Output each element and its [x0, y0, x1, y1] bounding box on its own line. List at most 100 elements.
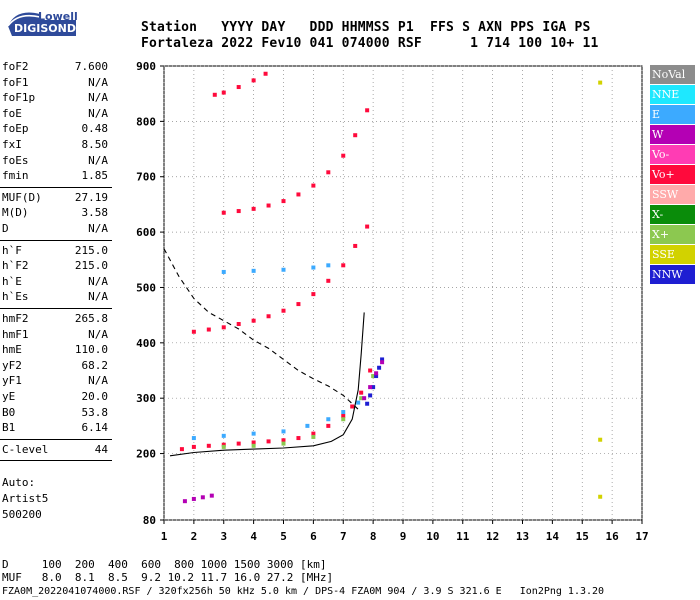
echo-point [311, 431, 316, 436]
param-row: hmF2 265.8 [2, 312, 108, 327]
param-separator [0, 460, 112, 462]
param-name: D [2, 222, 9, 235]
param-value: N/A [88, 290, 108, 304]
echo-point [251, 78, 256, 83]
echo-point [251, 443, 256, 448]
echo-point [251, 440, 256, 445]
param-row: foEs N/A [2, 154, 108, 169]
x-tick-label: 7 [340, 530, 347, 543]
param-name: h`F2 [2, 259, 29, 273]
echo-point [368, 393, 373, 398]
echo-point [206, 443, 211, 448]
echo-point [365, 401, 370, 406]
echo-point [221, 442, 226, 447]
y-tick-label: 500 [136, 281, 156, 294]
header-line-2: Fortaleza 2022 Fev10 041 074000 RSF 1 71… [141, 36, 599, 51]
param-row: hmE 110.0 [2, 343, 108, 358]
param-row: h`F2 215.0 [2, 259, 108, 274]
param-row: B0 53.8 [2, 406, 108, 421]
legend-item: E [650, 105, 695, 124]
x-tick-label: 1 [161, 530, 168, 543]
param-row: MUF(D) 27.19 [2, 191, 108, 206]
echo-point [263, 71, 268, 76]
logo-swoosh-icon [7, 8, 76, 36]
echo-trace [179, 368, 373, 452]
param-name: M(D) [2, 206, 29, 220]
echo-point [206, 327, 211, 332]
y-tick-label: 80 [143, 514, 156, 527]
param-row: h`Es N/A [2, 290, 108, 305]
echo-point [221, 269, 226, 274]
param-row: yF1 N/A [2, 374, 108, 389]
param-value: 7.600 [74, 60, 108, 73]
echo-point [221, 444, 226, 449]
echo-point [236, 322, 241, 327]
echo-point [353, 243, 358, 248]
param-value: 68.2 [81, 358, 109, 372]
echo-point [598, 437, 603, 442]
echo-point [296, 436, 301, 441]
param-name: h`F [2, 243, 22, 257]
echo-point [341, 263, 346, 268]
x-tick-label: 16 [606, 530, 620, 543]
param-row: yF2 68.2 [2, 359, 108, 374]
echo-point [191, 496, 196, 501]
param-value: N/A [88, 153, 108, 167]
echo-point [251, 431, 256, 436]
echo-trace [212, 71, 268, 97]
y-tick-label: 900 [136, 60, 156, 73]
legend-item: NoVal [650, 65, 695, 84]
x-tick-label: 14 [546, 530, 560, 543]
param-row: fmin 1.85 [2, 169, 108, 184]
legend-item: Vo- [650, 145, 695, 164]
param-value: 53.8 [81, 405, 109, 419]
logo-brand: Lowell [38, 10, 78, 23]
echo-point [191, 444, 196, 449]
param-name: fmin [2, 169, 29, 183]
echo-point [371, 385, 376, 390]
param-row: foF1 N/A [2, 76, 108, 91]
echo-point [350, 404, 355, 409]
param-name: foF1 [2, 75, 29, 89]
profile-curve [169, 312, 365, 457]
x-tick-label: 17 [635, 530, 648, 543]
param-name: foE [2, 106, 22, 120]
echo-point [353, 133, 358, 138]
echo-point [380, 357, 385, 362]
param-name: yE [2, 390, 16, 403]
footer-muf-row: MUF 8.0 8.1 8.5 9.2 10.2 11.7 16.0 27.2 … [2, 571, 334, 584]
param-value: 20.0 [81, 390, 109, 403]
x-tick-label: 5 [280, 530, 287, 543]
echo-trace [365, 357, 385, 406]
param-value: N/A [88, 374, 108, 388]
echo-point [221, 433, 226, 438]
param-value: 44 [94, 442, 108, 456]
param-name: hmF2 [2, 312, 29, 325]
echo-point [266, 439, 271, 444]
param-value: 3.58 [81, 206, 109, 220]
echo-point [251, 206, 256, 211]
y-tick-label: 600 [136, 226, 156, 239]
echo-point [311, 434, 316, 439]
param-name: C-level [2, 442, 49, 456]
echo-point [598, 80, 603, 85]
echo-point [326, 278, 331, 283]
param-value: N/A [88, 106, 108, 120]
param-value: 8.50 [81, 138, 109, 151]
param-name: fxI [2, 138, 22, 151]
echo-point [281, 438, 286, 443]
param-name: yF1 [2, 374, 22, 388]
echo-trace [221, 374, 376, 449]
param-value: 6.14 [81, 421, 109, 435]
echo-point [359, 396, 364, 401]
param-row: M(D) 3.58 [2, 206, 108, 221]
echo-point [365, 224, 370, 229]
x-tick-label: 6 [310, 530, 317, 543]
echo-point [296, 302, 301, 307]
echo-point [179, 447, 184, 452]
param-row: h`F 215.0 [2, 244, 108, 259]
echo-point [236, 441, 241, 446]
y-tick-label: 300 [136, 392, 156, 405]
echo-point [281, 441, 286, 446]
param-value: N/A [88, 91, 108, 105]
